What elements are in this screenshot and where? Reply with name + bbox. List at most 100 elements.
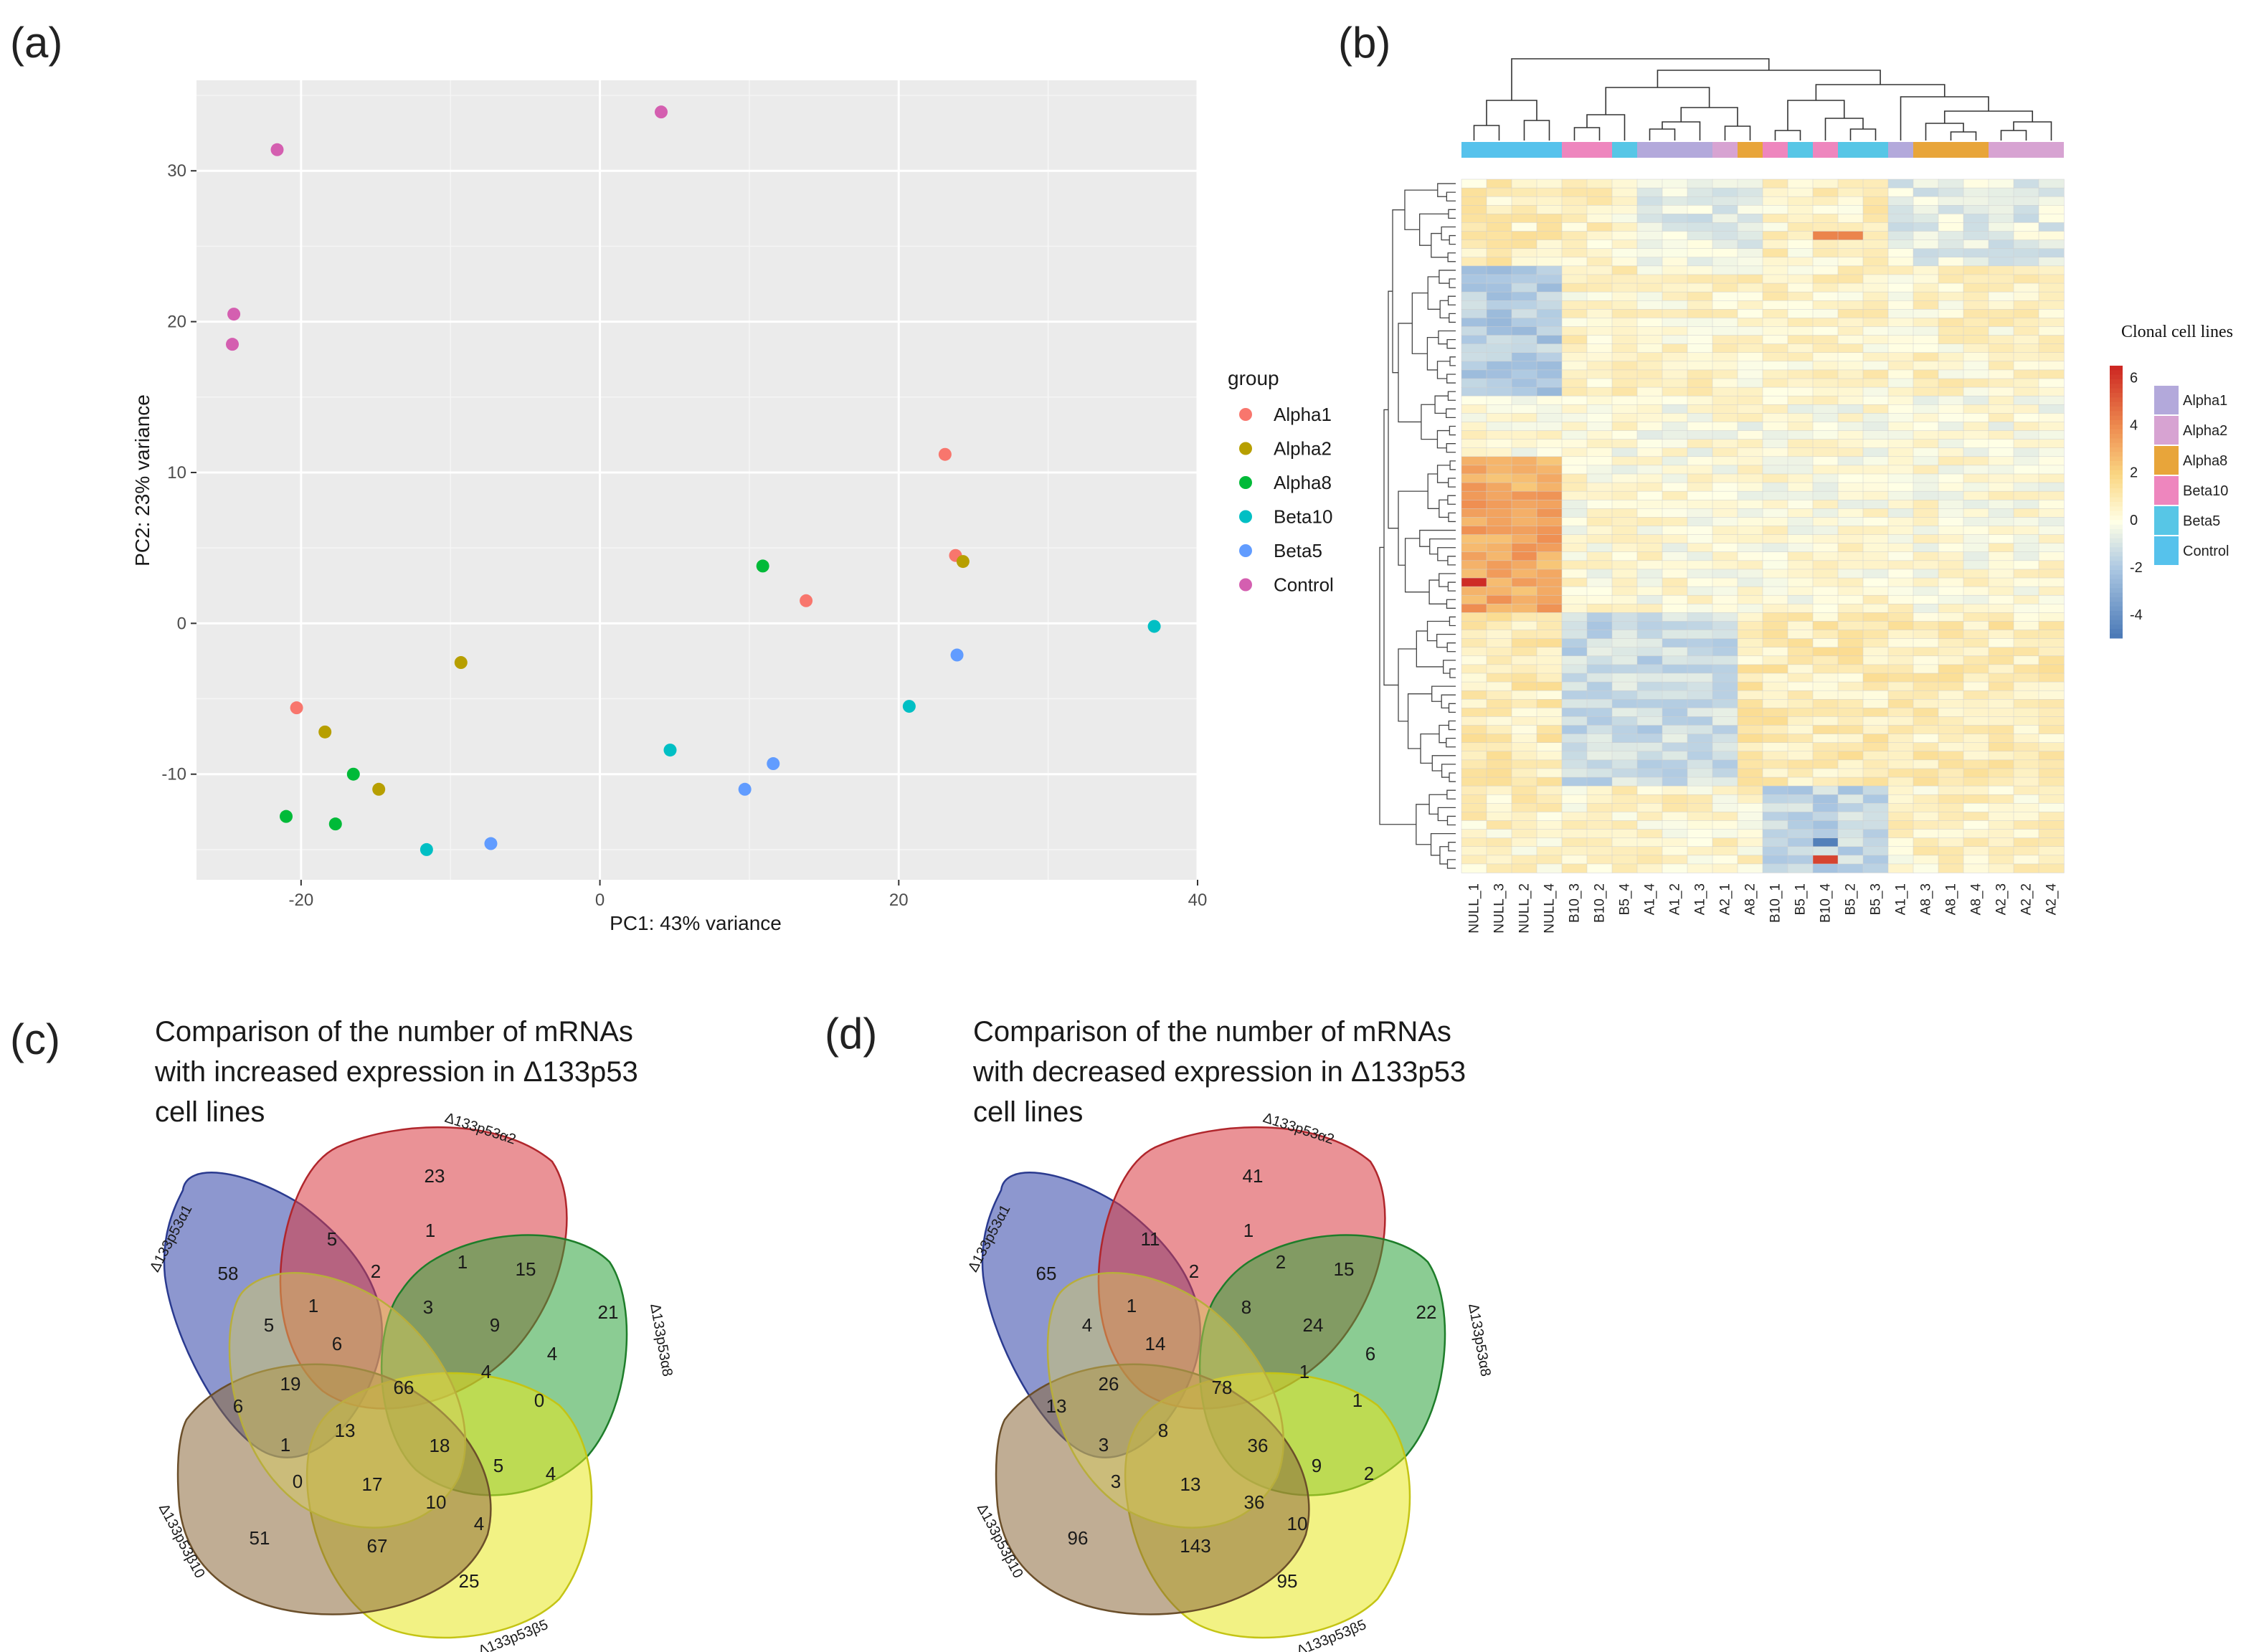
venn-count: 9 — [1312, 1455, 1322, 1476]
heatmap-cell — [1887, 655, 1914, 665]
annotation-legend-key-beta5 — [2154, 506, 2179, 535]
heatmap-cell — [1461, 343, 1487, 353]
heatmap-cell — [1837, 187, 1864, 197]
dendrogram-branch — [1449, 772, 1456, 782]
heatmap-cell — [1837, 725, 1864, 735]
heatmap-cell — [1988, 846, 2014, 856]
heatmap-cell — [1461, 335, 1487, 345]
heatmap-cell — [1862, 309, 1889, 319]
heatmap-cell — [1611, 621, 1638, 631]
heatmap-cell — [1586, 465, 1613, 475]
heatmap-annotation-cell-alpha2 — [2014, 142, 2039, 158]
heatmap-cell — [1913, 526, 1939, 536]
heatmap-cell — [1536, 725, 1563, 735]
heatmap-cell — [1837, 829, 1864, 839]
heatmap-cell — [2038, 187, 2065, 197]
heatmap-cell — [1812, 638, 1839, 648]
heatmap-cell — [1611, 863, 1638, 873]
heatmap-cell — [1636, 768, 1663, 778]
venn-set-shape-5 — [995, 1363, 1310, 1615]
heatmap-cell — [1536, 326, 1563, 336]
heatmap-cell — [1486, 465, 1512, 475]
venn-count: 0 — [534, 1390, 544, 1411]
heatmap-cell — [1712, 560, 1738, 570]
heatmap-cell — [1511, 343, 1537, 353]
heatmap-cell — [1687, 655, 1713, 665]
heatmap-cell — [1586, 534, 1613, 544]
venn-count: 13 — [1046, 1395, 1067, 1417]
heatmap-annotation-cell-alpha8 — [1963, 142, 1989, 158]
heatmap-cell — [1988, 690, 2014, 700]
heatmap-cell — [2013, 187, 2039, 197]
heatmap-cell — [1586, 655, 1613, 665]
heatmap-cell — [1486, 490, 1512, 500]
heatmap-cell — [1662, 283, 1688, 293]
color-scale-segment — [2110, 620, 2123, 625]
heatmap-cell — [1461, 378, 1487, 388]
heatmap-cell — [1461, 681, 1487, 691]
heatmap-cell — [1762, 343, 1788, 353]
heatmap-cell — [1511, 248, 1537, 258]
venn-set-shape-5 — [176, 1363, 492, 1615]
dendrogram-branch — [1446, 599, 1456, 609]
heatmap-cell — [1938, 820, 1964, 830]
color-scale-segment — [2110, 447, 2123, 452]
dendrogram-branch — [1426, 620, 1450, 642]
dendrogram-branch — [1429, 538, 1456, 555]
heatmap-cell — [1963, 829, 1989, 839]
heatmap-cell — [1611, 335, 1638, 345]
heatmap-cell — [1862, 335, 1889, 345]
heatmap-cell — [1611, 378, 1638, 388]
heatmap-cell — [1938, 569, 1964, 579]
heatmap-cell — [2038, 239, 2065, 250]
heatmap-cell — [1963, 187, 1989, 197]
heatmap-cell — [1762, 534, 1788, 544]
heatmap-cell — [1963, 490, 1989, 500]
heatmap-cell — [1887, 274, 1914, 284]
heatmap-cell — [1988, 543, 2014, 553]
heatmap-cell — [1812, 699, 1839, 708]
heatmap-cell — [1812, 291, 1839, 301]
heatmap-cell — [1561, 699, 1588, 708]
heatmap-cell — [1461, 265, 1487, 275]
heatmap-cell — [1712, 499, 1738, 509]
heatmap-cell — [1837, 794, 1864, 804]
heatmap-cell — [1586, 248, 1613, 258]
dendrogram-branch — [1449, 356, 1456, 366]
venn-count: 6 — [1365, 1343, 1375, 1364]
heatmap-cell — [1837, 430, 1864, 440]
heatmap-cell — [1486, 785, 1512, 795]
heatmap-cell — [1837, 708, 1864, 718]
color-scale-segment — [2110, 625, 2123, 630]
heatmap-cell — [1938, 638, 1964, 648]
heatmap-cell — [1887, 430, 1914, 440]
heatmap-cell — [2038, 734, 2065, 744]
heatmap-cell — [1636, 335, 1663, 345]
heatmap-cell — [1787, 239, 1814, 250]
color-scale-segment — [2110, 393, 2123, 398]
color-scale-segment — [2110, 502, 2123, 507]
heatmap-cell — [1662, 708, 1688, 718]
heatmap-cell — [1561, 768, 1588, 778]
heatmap-cell — [1586, 803, 1613, 813]
heatmap-cell — [1561, 604, 1588, 614]
annotation-legend-key-alpha8 — [2154, 446, 2179, 475]
heatmap-cell — [1511, 837, 1537, 848]
heatmap-cell — [2038, 404, 2065, 414]
heatmap-cell — [1988, 725, 2014, 735]
heatmap-cell — [1913, 577, 1939, 587]
heatmap-cell — [1938, 456, 1964, 466]
color-scale-segment — [2110, 606, 2123, 612]
heatmap-cell — [1988, 369, 2014, 379]
heatmap-cell — [1586, 395, 1613, 405]
heatmap-cell — [1536, 837, 1563, 848]
color-scale-segment — [2110, 602, 2123, 607]
heatmap-cell — [1988, 681, 2014, 691]
heatmap-cell — [1561, 526, 1588, 536]
heatmap-cell — [1887, 395, 1914, 405]
heatmap-cell — [1988, 855, 2014, 865]
heatmap-cell — [1561, 257, 1588, 267]
heatmap-cell — [1461, 638, 1487, 648]
heatmap-cell — [1988, 734, 2014, 744]
